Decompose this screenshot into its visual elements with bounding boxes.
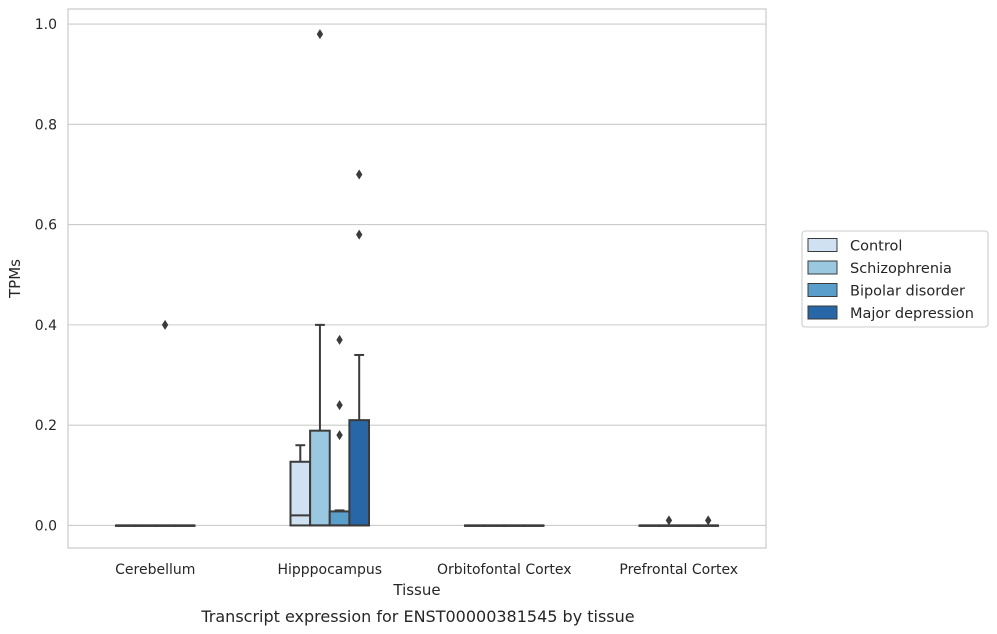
x-axis-label: Tissue [392, 581, 440, 599]
legend-label: Major depression [850, 306, 974, 322]
chart-caption: Transcript expression for ENST0000038154… [200, 607, 634, 626]
box-schizophrenia [134, 524, 157, 527]
box-bipolar-disorder [677, 524, 700, 527]
box-schizophrenia [309, 29, 331, 527]
legend: Control Schizophrenia Bipolar disorder Majo… [801, 230, 989, 328]
outlier-point [336, 334, 343, 345]
legend-label: Schizophrenia [850, 261, 952, 277]
outlier-point [336, 400, 343, 411]
x-tick-label: Cerebellum [115, 562, 195, 578]
plot-area-frame [67, 8, 767, 549]
box-major-depression [697, 515, 720, 527]
legend-swatch [807, 260, 838, 275]
y-tick-label: 0.4 [35, 318, 57, 334]
outlier-point [161, 319, 169, 330]
legend-swatch [807, 305, 838, 320]
x-tick-label: Hipppocampus [277, 562, 382, 578]
box-bipolar-disorder [328, 334, 351, 527]
y-tick-label: 1.0 [35, 17, 57, 33]
x-tick-label: Prefrontal Cortex [619, 562, 738, 578]
outlier-point [704, 515, 712, 526]
y-tick-label: 0.6 [35, 218, 57, 234]
box-major-depression [173, 524, 196, 527]
legend-frame [801, 230, 989, 328]
outlier-point [665, 515, 673, 526]
box-schizophrenia [483, 524, 506, 527]
y-tick-label: 0.2 [35, 418, 57, 434]
box-major-depression [348, 169, 371, 527]
box [328, 510, 351, 527]
x-tick-label: Orbitofontal Cortex [437, 562, 572, 578]
legend-label: Bipolar disorder [850, 284, 965, 300]
box-control [638, 524, 661, 527]
outlier-point [355, 229, 363, 240]
outlier-point [316, 29, 324, 40]
y-axis-label: TPMs [6, 259, 24, 299]
y-tick-label: 0.0 [35, 518, 57, 534]
x-tick-labels: Cerebellum Hipppocampus Orbitofontal Corte… [115, 562, 738, 578]
legend-swatch [807, 238, 838, 252]
boxes [114, 29, 720, 527]
y-tick-labels: 0.0 0.2 0.4 0.6 0.8 1.0 [35, 17, 57, 534]
gridlines [68, 23, 766, 526]
box [309, 429, 331, 527]
box-bipolar-disorder [154, 319, 176, 527]
legend-swatch [807, 283, 838, 297]
legend-label: Control [850, 239, 902, 255]
box-major-depression [522, 524, 545, 527]
outlier-point [355, 169, 363, 180]
box [348, 419, 371, 527]
box-control [114, 524, 137, 527]
y-tick-label: 0.8 [35, 117, 57, 133]
outlier-point [336, 430, 343, 441]
box-schizophrenia [658, 515, 680, 527]
box-bipolar-disorder [503, 524, 525, 527]
box-control [463, 524, 486, 527]
box-control [289, 444, 312, 527]
